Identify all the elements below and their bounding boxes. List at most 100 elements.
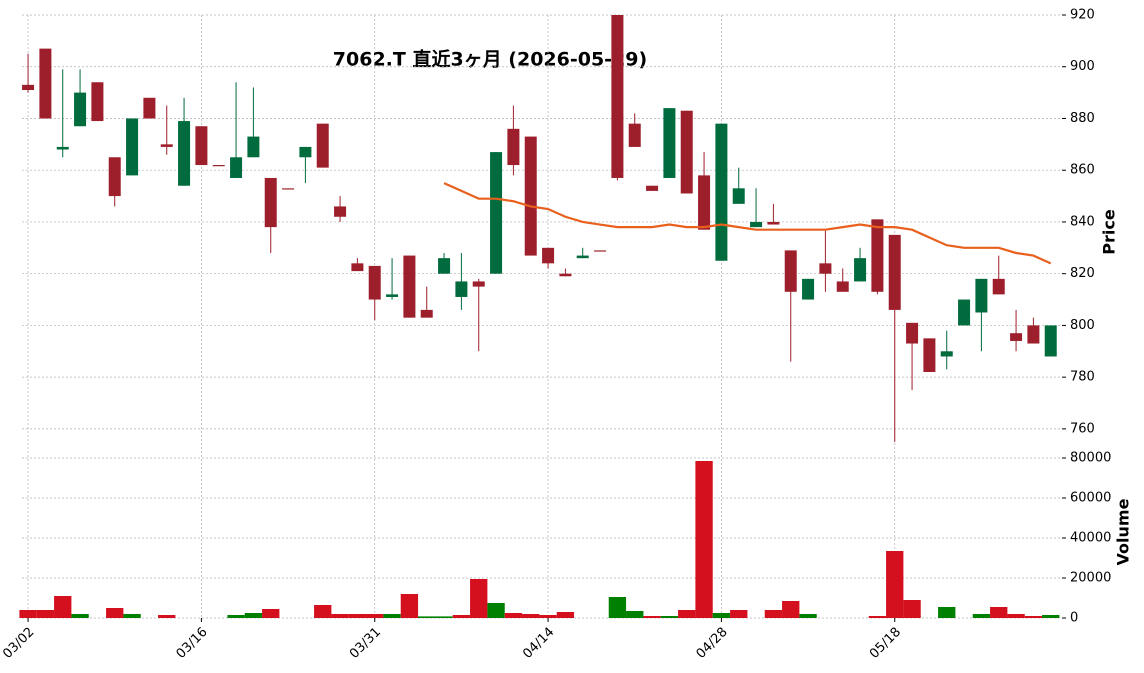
candle-body xyxy=(299,146,312,158)
volume-tick-label: 40000 xyxy=(1070,531,1111,546)
volume-bar xyxy=(227,615,245,618)
candle-body xyxy=(871,219,884,292)
candle-body xyxy=(750,221,763,228)
chart-title: 7062.T 直近3ヶ月 (2026-05-29) xyxy=(333,48,647,71)
volume-bar xyxy=(972,614,991,618)
volume-bar xyxy=(158,615,176,618)
y-tick-label: 800 xyxy=(1070,318,1095,333)
x-tick-label: 03/31 xyxy=(347,625,384,662)
candle-body xyxy=(264,177,277,228)
volume-bar xyxy=(452,615,471,618)
candle-body xyxy=(56,146,69,150)
candle-body xyxy=(992,278,1005,295)
candle-body xyxy=(732,188,745,204)
candle-body xyxy=(646,185,659,191)
candle-body xyxy=(698,175,711,230)
y-tick-label: 840 xyxy=(1070,214,1095,229)
volume-bar xyxy=(522,614,540,618)
volume-bar xyxy=(903,600,921,618)
moving-average-line xyxy=(443,182,1052,265)
volume-bar xyxy=(19,610,37,618)
volume-bar xyxy=(54,596,72,618)
y-tick-label: 820 xyxy=(1070,266,1095,281)
volume-bar xyxy=(1024,616,1043,618)
volume-bar xyxy=(106,608,124,618)
candle-body xyxy=(178,121,191,186)
volume-bar xyxy=(470,579,488,618)
candle-body xyxy=(195,126,208,166)
volume-bar xyxy=(71,614,89,618)
volume-bar xyxy=(626,611,644,618)
volume-bar xyxy=(660,616,679,618)
volume-axis-label: Volume xyxy=(1114,498,1133,565)
y-tick-label: 880 xyxy=(1070,111,1095,126)
candle-body xyxy=(611,15,624,178)
candle-body xyxy=(715,123,728,261)
volume-bar xyxy=(608,597,627,618)
candle-body xyxy=(351,263,364,272)
volume-tick-label: 60000 xyxy=(1070,491,1111,506)
candle-body xyxy=(524,136,537,256)
volume-bar xyxy=(1042,615,1060,618)
volume-bar xyxy=(504,613,523,618)
y-axis-label: Price xyxy=(1100,209,1119,255)
candle-body xyxy=(1027,325,1040,344)
candle-body xyxy=(906,322,919,344)
candle-body xyxy=(438,258,451,274)
candle-body xyxy=(143,97,156,119)
candle-body xyxy=(680,110,693,194)
x-tick-label: 05/18 xyxy=(867,625,904,662)
volume-bar xyxy=(123,614,141,618)
volume-bar xyxy=(418,616,436,618)
volume-bar xyxy=(366,614,384,618)
volume-bar xyxy=(314,605,332,618)
volume-bar xyxy=(36,610,55,618)
candle-body xyxy=(386,294,399,297)
candle-body xyxy=(490,152,503,274)
candle-body xyxy=(334,206,347,217)
candle-body xyxy=(594,250,607,252)
candle-body xyxy=(507,128,520,166)
candle-body xyxy=(212,165,225,167)
volume-bar xyxy=(539,615,557,618)
volume-bar xyxy=(695,461,713,618)
y-tick-label: 920 xyxy=(1070,8,1095,23)
y-tick-label: 900 xyxy=(1070,59,1095,74)
y-tick-label: 780 xyxy=(1070,370,1095,385)
volume-bar xyxy=(799,614,817,618)
volume-bar xyxy=(643,616,661,618)
candle-body xyxy=(247,136,260,158)
candle-body xyxy=(455,281,468,297)
volume-bar xyxy=(487,603,505,618)
candle-body xyxy=(1044,325,1057,357)
volume-bar xyxy=(730,610,748,618)
volume-bar xyxy=(782,601,800,618)
candle-body xyxy=(975,278,988,313)
volume-bar xyxy=(990,607,1008,618)
candle-body xyxy=(888,234,901,310)
candle-body xyxy=(368,265,381,300)
volume-tick-label: 20000 xyxy=(1070,571,1111,586)
candle-body xyxy=(836,281,849,292)
volume-bar xyxy=(712,613,731,618)
volume-bar xyxy=(244,613,263,618)
candle-body xyxy=(767,221,780,225)
candle-body xyxy=(628,123,641,147)
x-tick-label: 04/14 xyxy=(520,625,557,662)
x-tick-label: 03/02 xyxy=(0,625,37,662)
volume-bar xyxy=(764,610,783,618)
candle-body xyxy=(663,108,676,178)
volume-tick-label: 80000 xyxy=(1070,451,1111,466)
candle-body xyxy=(160,144,173,147)
candle-body xyxy=(126,118,139,176)
volume-bar xyxy=(400,594,419,618)
volume-bar xyxy=(331,614,349,618)
volume-bar xyxy=(262,609,280,618)
candle-body xyxy=(420,309,433,318)
volume-bar xyxy=(348,614,367,618)
candle-body xyxy=(403,255,416,318)
candle-body xyxy=(108,157,121,197)
candle-body xyxy=(74,92,87,127)
candle-body xyxy=(576,255,589,259)
